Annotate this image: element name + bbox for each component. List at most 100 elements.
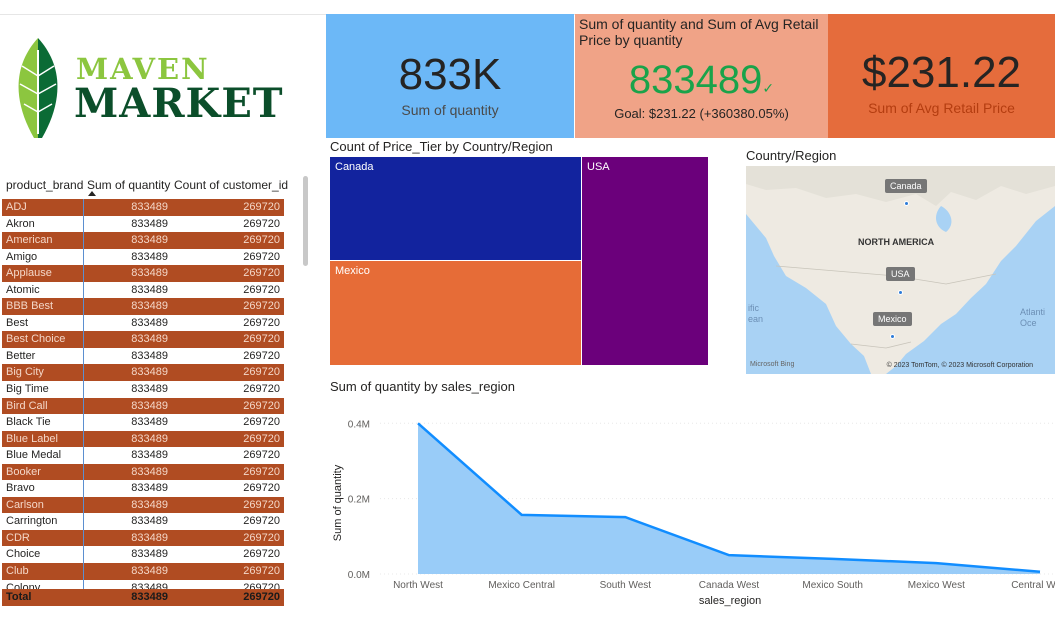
treemap-cell-usa[interactable]: USA (582, 157, 708, 365)
cell-sum-quantity: 833489 (131, 498, 168, 511)
kpi-quantity-label: Sum of quantity (401, 102, 499, 118)
cell-sum-quantity: 833489 (131, 333, 168, 346)
cell-sum-quantity: 833489 (131, 465, 168, 478)
table-row[interactable]: CDR 833489 269720 (2, 529, 284, 547)
x-tick-label: Canada West (699, 580, 760, 591)
cell-count-customer: 269720 (243, 349, 280, 362)
table-total-row: Total 833489 269720 (2, 589, 284, 606)
table-row[interactable]: Akron 833489 269720 (2, 215, 284, 233)
cell-count-customer: 269720 (243, 267, 280, 280)
treemap-chart: Canada Mexico USA (330, 157, 708, 365)
table-row[interactable]: Applause 833489 269720 (2, 265, 284, 282)
cell-sum-quantity: 833489 (131, 267, 168, 280)
cell-sum-quantity: 833489 (131, 565, 168, 578)
map-pacific-label: ific ean (748, 303, 764, 324)
cell-count-customer: 269720 (243, 465, 280, 478)
table-row[interactable]: Blue Medal 833489 269720 (2, 447, 284, 464)
x-tick-label: North West (393, 580, 443, 591)
cell-product-brand: Blue Label (6, 432, 58, 445)
table-row[interactable]: Club 833489 269720 (2, 563, 284, 580)
leaf-icon (18, 38, 58, 138)
table-row[interactable]: Big Time 833489 269720 (2, 381, 284, 398)
cell-count-customer: 269720 (243, 217, 280, 230)
table-row[interactable]: Blue Label 833489 269720 (2, 430, 284, 448)
cell-count-customer: 269720 (243, 383, 280, 396)
kpi-price-value: $231.22 (861, 48, 1022, 97)
kpi-card-goal[interactable]: Sum of quantity and Sum of Avg Retail Pr… (575, 14, 828, 138)
map-visual[interactable]: ific ean Atlanti Oce NORTH AMERICA Canada … (746, 166, 1055, 374)
table-row[interactable]: Choice 833489 269720 (2, 546, 284, 564)
cell-count-customer: 269720 (243, 416, 280, 429)
cell-product-brand: Applause (6, 267, 52, 280)
cell-count-customer: 269720 (243, 482, 280, 495)
x-tick-label: Mexico West (908, 580, 965, 591)
map-atlantic-label: Atlanti Oce (1020, 307, 1046, 328)
cell-sum-quantity: 833489 (131, 316, 168, 329)
cell-sum-quantity: 833489 (131, 482, 168, 495)
kpi-card-price[interactable]: $231.22 Sum of Avg Retail Price (828, 14, 1055, 138)
x-axis-title: sales_region (699, 595, 761, 607)
table-row[interactable]: Big City 833489 269720 (2, 364, 284, 382)
logo-text-maven: MAVEN (76, 52, 210, 86)
table-scrollbar[interactable] (303, 176, 308, 266)
map-dot-canada[interactable] (904, 201, 909, 206)
kpi-card-quantity[interactable]: 833K Sum of quantity (326, 14, 574, 138)
header-sum-quantity[interactable]: Sum of quantity (87, 178, 171, 192)
cell-product-brand: Best (6, 316, 29, 329)
map-label-mexico[interactable]: Mexico (873, 312, 912, 326)
kpi-quantity-value: 833K (398, 50, 502, 99)
treemap-cell-mexico[interactable]: Mexico (330, 261, 581, 365)
table-body: ADJ 833489 269720 Akron 833489 269720 American… (2, 199, 284, 597)
cell-product-brand: Club (6, 565, 29, 578)
area-fill (418, 423, 1040, 574)
table-row[interactable]: Bird Call 833489 269720 (2, 397, 284, 415)
cell-product-brand: American (6, 234, 53, 247)
x-tick-label: Mexico South (802, 580, 863, 591)
cell-count-customer: 269720 (243, 250, 280, 263)
treemap-title: Count of Price_Tier by Country/Region (330, 139, 553, 154)
cell-product-brand: Bravo (6, 482, 35, 495)
table-row[interactable]: Better 833489 269720 (2, 347, 284, 365)
header-count-customer[interactable]: Count of customer_id (174, 178, 289, 192)
header-product-brand[interactable]: product_brand (6, 178, 84, 192)
table-row[interactable]: ADJ 833489 269720 (2, 199, 284, 216)
total-customers: 269720 (243, 591, 280, 603)
table-row[interactable]: American 833489 269720 (2, 232, 284, 249)
maven-market-logo: MAVEN MARKET (8, 36, 308, 140)
x-tick-label: Mexico Central (488, 580, 555, 591)
map-label-canada[interactable]: Canada (885, 179, 927, 193)
area-chart[interactable]: 0.0M 0.2M 0.4M North West Mexico Central Sout… (330, 400, 1055, 610)
table-row[interactable]: Best 833489 269720 (2, 314, 284, 332)
cell-product-brand: Blue Medal (6, 449, 62, 462)
cell-sum-quantity: 833489 (131, 234, 168, 247)
table-row[interactable]: Amigo 833489 269720 (2, 248, 284, 266)
table-row[interactable]: Booker 833489 269720 (2, 463, 284, 481)
series-line[interactable] (417, 422, 1041, 573)
cell-product-brand: Bird Call (6, 399, 48, 412)
cell-count-customer: 269720 (243, 316, 280, 329)
table-row[interactable]: Carrington 833489 269720 (2, 513, 284, 530)
kpi-goal-text: Goal: $231.22 (+360380.05%) (614, 106, 789, 121)
cell-product-brand: Big Time (6, 383, 49, 396)
cell-product-brand: Big City (6, 366, 44, 379)
table-row[interactable]: Bravo 833489 269720 (2, 480, 284, 497)
cell-product-brand: Atomic (6, 283, 40, 296)
cell-sum-quantity: 833489 (131, 399, 168, 412)
checkmark-icon: ✓ (762, 80, 775, 96)
table-row[interactable]: Best Choice 833489 269720 (2, 331, 284, 348)
table-row[interactable]: Carlson 833489 269720 (2, 496, 284, 514)
table-row[interactable]: Atomic 833489 269720 (2, 281, 284, 299)
map-dot-mexico[interactable] (890, 334, 895, 339)
cell-sum-quantity: 833489 (131, 250, 168, 263)
cell-count-customer: 269720 (243, 515, 280, 528)
map-title: Country/Region (746, 148, 837, 163)
map-dot-usa[interactable] (898, 290, 903, 295)
table-row[interactable]: Black Tie 833489 269720 (2, 414, 284, 431)
treemap-cell-canada[interactable]: Canada (330, 157, 581, 260)
map-copyright: © 2023 TomTom, © 2023 Microsoft Corporat… (886, 362, 1033, 369)
table-row[interactable]: BBB Best 833489 269720 (2, 298, 284, 315)
cell-product-brand: CDR (6, 531, 30, 544)
table-header: product_brand Sum of quantity Count of c… (2, 174, 289, 198)
sort-ascending-icon[interactable] (88, 191, 96, 196)
map-label-usa[interactable]: USA (886, 267, 915, 281)
